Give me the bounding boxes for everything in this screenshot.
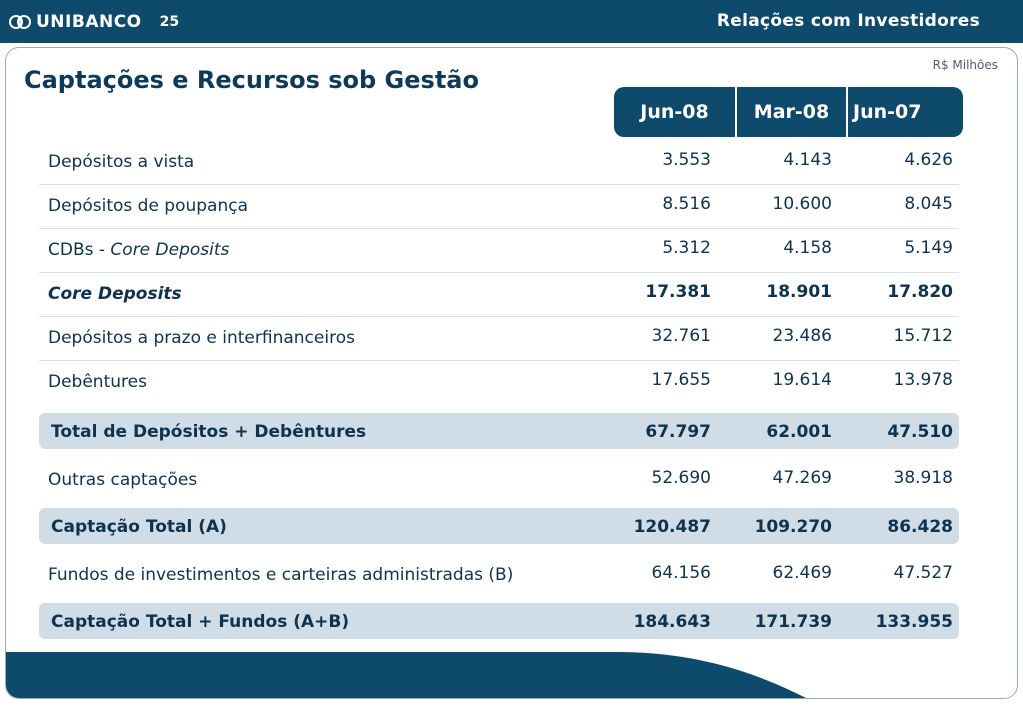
row-label: Depósitos a prazo e interfinanceiros bbox=[48, 328, 355, 348]
value-jun-07: 17.820 bbox=[887, 282, 953, 302]
table-row-subtotal: Core Deposits 17.381 18.901 17.820 bbox=[39, 272, 959, 317]
row-label: Core Deposits bbox=[48, 284, 182, 304]
value-jun-08: 32.761 bbox=[651, 326, 711, 346]
value-mar-08: 171.739 bbox=[754, 612, 832, 632]
table-row-total: Captação Total (A) 120.487 109.270 86.42… bbox=[39, 508, 959, 544]
row-label: Debêntures bbox=[48, 372, 147, 392]
page-title: Captações e Recursos sob Gestão bbox=[24, 66, 479, 94]
row-label: CDBs - Core Deposits bbox=[48, 228, 229, 272]
brand-name: UNIBANCO bbox=[36, 12, 142, 32]
value-jun-07: 86.428 bbox=[887, 517, 953, 537]
value-mar-08: 10.600 bbox=[772, 194, 832, 214]
value-jun-08: 52.690 bbox=[651, 468, 711, 488]
brand: UNIBANCO 25 bbox=[8, 9, 179, 35]
value-jun-08: 184.643 bbox=[633, 612, 711, 632]
row-label: Total de Depósitos + Debêntures bbox=[51, 422, 367, 442]
row-label: Captação Total + Fundos (A+B) bbox=[51, 612, 350, 632]
value-jun-08: 64.156 bbox=[651, 563, 711, 583]
row-label: Fundos de investimentos e carteiras admi… bbox=[48, 565, 514, 585]
value-jun-07: 15.712 bbox=[893, 326, 953, 346]
value-jun-08: 17.655 bbox=[651, 370, 711, 390]
value-mar-08: 4.158 bbox=[783, 238, 832, 258]
table-row: Fundos de investimentos e carteiras admi… bbox=[39, 553, 959, 597]
column-header-jun-08: Jun-08 bbox=[614, 87, 735, 137]
table-row: Depósitos de poupança 8.516 10.600 8.045 bbox=[39, 184, 959, 229]
row-label: Captação Total (A) bbox=[51, 517, 227, 537]
value-jun-07: 8.045 bbox=[904, 194, 953, 214]
value-jun-07: 38.918 bbox=[893, 468, 953, 488]
row-label: Outras captações bbox=[48, 470, 198, 490]
value-mar-08: 4.143 bbox=[783, 150, 832, 170]
footer-wave bbox=[6, 652, 806, 698]
value-jun-08: 8.516 bbox=[662, 194, 711, 214]
top-header-bar: UNIBANCO 25 Relações com Investidores bbox=[0, 0, 1023, 43]
value-jun-07: 133.955 bbox=[875, 612, 953, 632]
table-row: Depósitos a prazo e interfinanceiros 32.… bbox=[39, 316, 959, 361]
column-header-mar-08: Mar-08 bbox=[737, 87, 846, 137]
table-row-total: Captação Total + Fundos (A+B) 184.643 17… bbox=[39, 603, 959, 639]
table-row: CDBs - Core Deposits 5.312 4.158 5.149 bbox=[39, 228, 959, 273]
row-label-italic: Core Deposits bbox=[110, 240, 230, 260]
value-jun-08: 3.553 bbox=[662, 150, 711, 170]
table-row: Depósitos a vista 3.553 4.143 4.626 bbox=[39, 140, 959, 185]
value-mar-08: 23.486 bbox=[772, 326, 832, 346]
row-label: Depósitos de poupança bbox=[48, 196, 249, 216]
value-mar-08: 109.270 bbox=[754, 517, 832, 537]
value-jun-08: 17.381 bbox=[645, 282, 711, 302]
value-mar-08: 19.614 bbox=[772, 370, 832, 390]
content-card: R$ Milhões Captações e Recursos sob Gest… bbox=[5, 47, 1018, 699]
value-jun-07: 4.626 bbox=[904, 150, 953, 170]
value-jun-08: 5.312 bbox=[662, 238, 711, 258]
row-label-prefix: CDBs - bbox=[48, 240, 111, 260]
value-jun-07: 13.978 bbox=[893, 370, 953, 390]
value-mar-08: 18.901 bbox=[766, 282, 832, 302]
value-jun-07: 5.149 bbox=[904, 238, 953, 258]
value-mar-08: 62.469 bbox=[772, 563, 832, 583]
table-row-total: Total de Depósitos + Debêntures 67.797 6… bbox=[39, 413, 959, 449]
value-jun-07: 47.510 bbox=[887, 422, 953, 442]
value-jun-08: 120.487 bbox=[633, 517, 711, 537]
value-mar-08: 47.269 bbox=[772, 468, 832, 488]
page-number: 25 bbox=[159, 14, 180, 30]
table-row: Outras captações 52.690 47.269 38.918 bbox=[39, 458, 959, 502]
value-jun-07: 47.527 bbox=[893, 563, 953, 583]
value-jun-08: 67.797 bbox=[645, 422, 711, 442]
unibanco-logo-icon bbox=[9, 15, 31, 29]
column-header-jun-07: Jun-07 bbox=[848, 87, 963, 137]
row-label: Depósitos a vista bbox=[48, 152, 195, 172]
section-title: Relações com Investidores bbox=[716, 11, 980, 31]
table-row: Debêntures 17.655 19.614 13.978 bbox=[39, 360, 959, 404]
unit-label: R$ Milhões bbox=[932, 58, 998, 72]
value-mar-08: 62.001 bbox=[766, 422, 832, 442]
